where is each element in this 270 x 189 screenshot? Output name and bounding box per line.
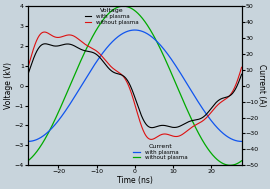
- X-axis label: Time (ns): Time (ns): [117, 176, 153, 185]
- Y-axis label: Current (A): Current (A): [257, 64, 266, 107]
- Legend: with plasma, without plasma: with plasma, without plasma: [133, 143, 188, 161]
- Y-axis label: Voltage (kV): Voltage (kV): [4, 62, 13, 109]
